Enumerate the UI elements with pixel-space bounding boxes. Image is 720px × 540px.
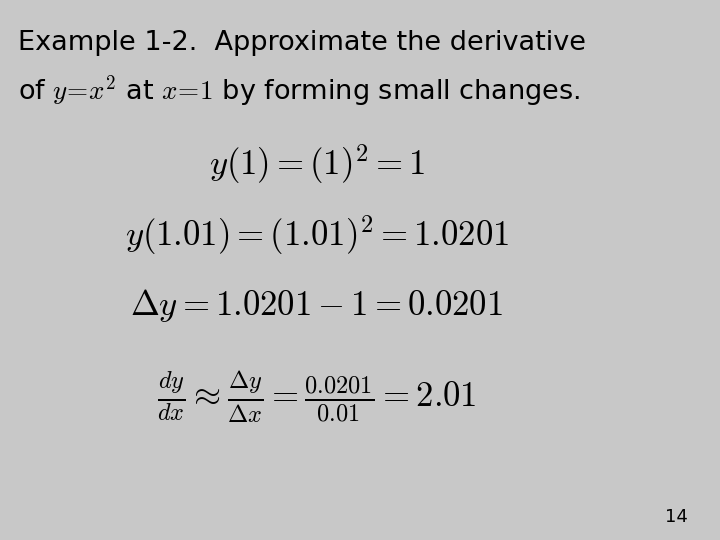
Text: of $y\!=\!x^2$ at $x\!=\!1$ by forming small changes.: of $y\!=\!x^2$ at $x\!=\!1$ by forming s… (18, 73, 580, 109)
Text: Example 1-2.  Approximate the derivative: Example 1-2. Approximate the derivative (18, 30, 586, 56)
Text: $\frac{dy}{dx} \approx \frac{\Delta y}{\Delta x} = \frac{0.0201}{0.01} = 2.01$: $\frac{dy}{dx} \approx \frac{\Delta y}{\… (157, 369, 477, 425)
Text: $\Delta y = 1.0201 - 1 = 0.0201$: $\Delta y = 1.0201 - 1 = 0.0201$ (130, 287, 503, 323)
Text: $y(1) = (1)^{2} = 1$: $y(1) = (1)^{2} = 1$ (209, 143, 425, 186)
Text: 14: 14 (665, 509, 688, 526)
Text: $y(1.01) = (1.01)^{2} = 1.0201$: $y(1.01) = (1.01)^{2} = 1.0201$ (125, 213, 509, 256)
